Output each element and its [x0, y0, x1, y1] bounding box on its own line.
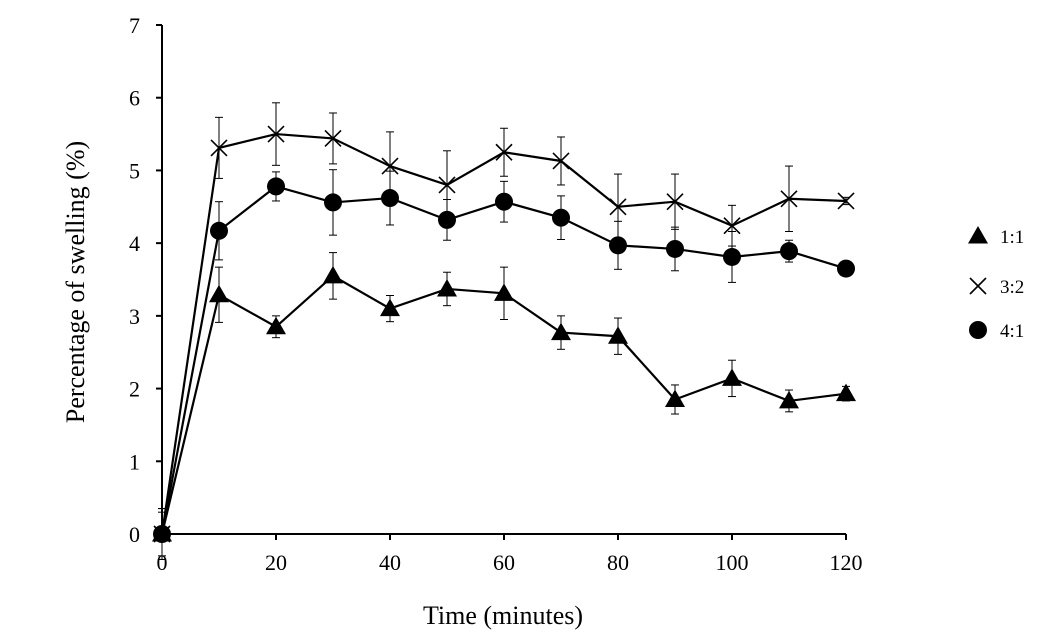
- y-axis-title: Percentage of swelling (%): [61, 141, 90, 423]
- x-tick-label: 100: [716, 550, 749, 575]
- series-markers: [152, 125, 856, 543]
- data-point-1-1: [380, 298, 400, 317]
- data-point-1-1: [323, 265, 343, 284]
- data-point-4-1: [609, 236, 627, 255]
- data-point-3-2: [438, 176, 456, 194]
- y-tick-label: 5: [129, 158, 140, 183]
- data-point-4-1: [666, 239, 684, 258]
- data-point-4-1: [780, 242, 798, 261]
- y-tick-label: 7: [129, 13, 140, 38]
- data-point-3-2: [495, 143, 513, 161]
- data-point-4-1: [495, 192, 513, 211]
- legend-marker-4-1: [969, 321, 987, 339]
- data-point-1-1: [209, 284, 229, 303]
- data-point-4-1: [267, 177, 285, 196]
- y-tick-label: 0: [129, 522, 140, 547]
- data-point-3-2-stroke: [324, 129, 342, 147]
- data-point-3-2: [552, 152, 570, 170]
- data-point-3-2: [837, 192, 855, 210]
- y-tick-label: 2: [129, 377, 140, 402]
- x-tick-label: 0: [157, 550, 168, 575]
- data-point-4-1: [723, 247, 741, 266]
- data-point-3-2: [723, 217, 741, 235]
- data-point-3-2-stroke: [837, 192, 855, 210]
- data-point-1-1: [551, 322, 571, 341]
- y-tick-label: 1: [129, 449, 140, 474]
- x-tick-label: 60: [493, 550, 515, 575]
- data-point-1-1: [779, 390, 799, 409]
- data-point-1-1: [494, 283, 514, 301]
- x-tick-label: 120: [830, 550, 863, 575]
- x-axis-ticks: 0 20 40 60 80 100 120: [157, 534, 863, 575]
- data-point-4-1: [438, 210, 456, 229]
- data-point-3-2-stroke: [438, 176, 456, 194]
- data-point-3-2-stroke: [552, 152, 570, 170]
- data-point-1-1: [836, 383, 856, 402]
- legend-marker-1-1: [968, 226, 988, 244]
- data-point-4-1: [210, 221, 228, 240]
- series-line-4-1: [160, 185, 847, 535]
- data-point-4-1: [324, 193, 342, 212]
- data-point-3-2-stroke: [381, 157, 399, 175]
- legend-item-3-2: 3:2: [969, 277, 1024, 298]
- data-point-3-2-stroke: [666, 193, 684, 211]
- data-point-3-2: [324, 129, 342, 147]
- data-point-1-1: [437, 278, 457, 297]
- x-tick-label: 40: [379, 550, 401, 575]
- data-point-3-2-stroke: [609, 198, 627, 216]
- data-point-1-1: [266, 316, 286, 335]
- data-point-3-2: [210, 139, 228, 157]
- y-tick-label: 3: [129, 304, 140, 329]
- data-point-3-2-stroke: [780, 190, 798, 208]
- legend-item-1-1: 1:1: [968, 226, 1024, 248]
- legend-marker-3-2-stroke: [969, 277, 987, 295]
- legend-item-4-1: 4:1: [969, 321, 1024, 342]
- data-point-3-2: [609, 198, 627, 216]
- data-point-3-2-stroke: [210, 139, 228, 157]
- data-point-3-2: [780, 190, 798, 208]
- error-bars: [158, 102, 850, 560]
- data-point-3-2: [666, 193, 684, 211]
- legend-label-4-1: 4:1: [1000, 321, 1024, 342]
- y-axis-ticks: 0 1 2 3 4 5 6 7: [129, 13, 162, 547]
- data-point-1-1: [722, 368, 742, 386]
- data-point-1-1: [608, 326, 628, 344]
- data-point-4-1: [552, 208, 570, 227]
- legend-marker-3-2: [969, 277, 987, 295]
- legend-label-3-2: 3:2: [1000, 277, 1024, 298]
- data-point-3-2-stroke: [267, 125, 285, 143]
- x-tick-label: 20: [265, 550, 287, 575]
- data-point-3-2-stroke: [723, 217, 741, 235]
- x-tick-label: 80: [607, 550, 629, 575]
- data-point-3-2: [267, 125, 285, 143]
- data-point-4-1: [381, 189, 399, 208]
- y-tick-label: 6: [129, 86, 140, 111]
- y-tick-label: 4: [129, 231, 140, 256]
- data-point-4-1: [837, 259, 855, 278]
- data-point-1-1: [665, 389, 685, 407]
- data-point-3-2: [381, 157, 399, 175]
- x-axis-title: Time (minutes): [423, 601, 583, 630]
- legend: 1:1 3:2 4:1: [968, 226, 1024, 342]
- legend-label-1-1: 1:1: [1000, 227, 1024, 248]
- data-point-3-2-stroke: [495, 143, 513, 161]
